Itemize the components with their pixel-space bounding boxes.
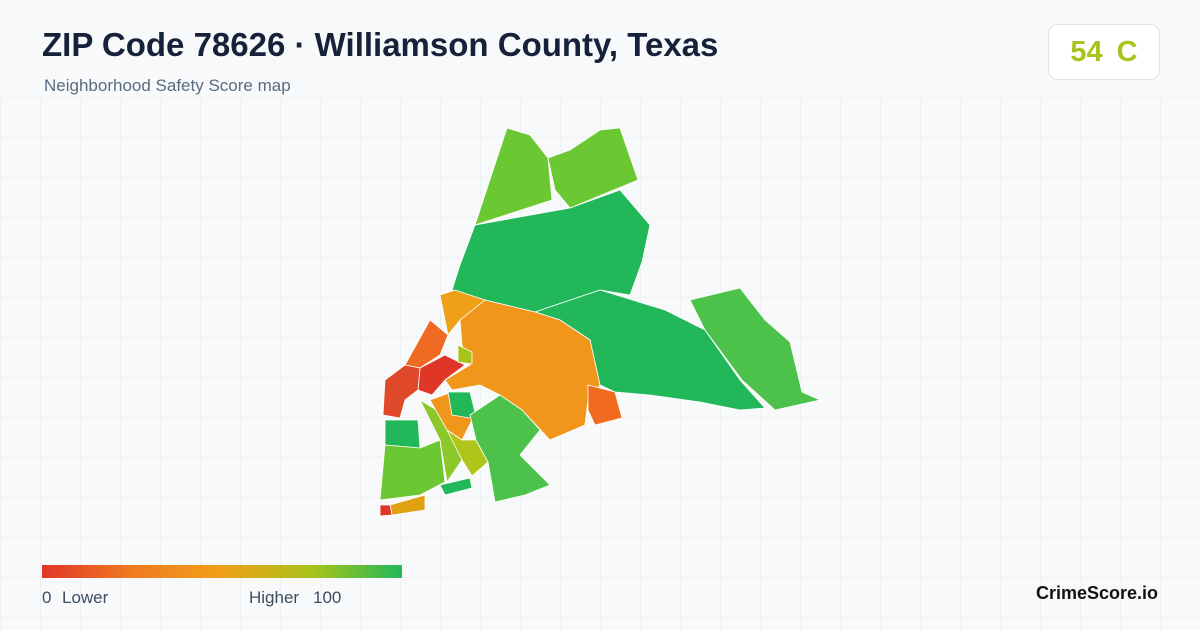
legend-min: 0: [42, 588, 52, 607]
neighborhoods: [379, 127, 821, 517]
legend-max: 100: [313, 588, 342, 607]
title: ZIP Code 78626 · Williamson County, Texa…: [42, 26, 719, 63]
score-badge: 54 C: [1048, 24, 1160, 80]
grade: C: [1116, 35, 1138, 68]
legend-gradient: [42, 565, 402, 578]
brand: CrimeScore.io: [1036, 583, 1159, 603]
score: 54: [1070, 35, 1103, 68]
legend-min-label: Lower: [62, 588, 109, 607]
legend-max-label: Higher: [249, 588, 300, 607]
subtitle: Neighborhood Safety Score map: [44, 76, 291, 95]
